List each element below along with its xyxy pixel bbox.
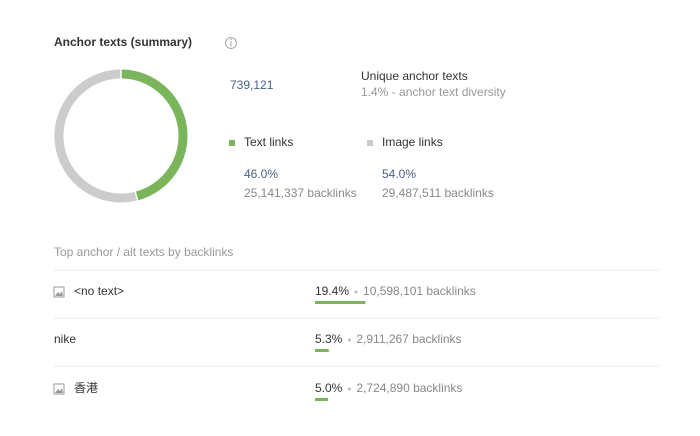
percent-label: 46.0%: [244, 167, 278, 181]
legend-swatch: [367, 140, 373, 146]
info-icon[interactable]: [225, 37, 237, 49]
share-label: 5.3%: [315, 332, 343, 346]
legend-swatch: [229, 140, 235, 146]
section-title: Top anchor / alt texts by backlinks: [54, 245, 233, 259]
diversity: 1.4% - anchor text diversity: [361, 85, 506, 99]
share-bar: [315, 398, 328, 401]
donut-segment: [54, 69, 137, 203]
image-icon: [53, 286, 65, 298]
total-label: Unique anchor texts: [361, 69, 468, 83]
percent-label: 54.0%: [382, 167, 416, 181]
anchor-text: <no text>: [74, 284, 124, 298]
share-label: 19.4%: [315, 284, 349, 298]
backlinks-label: 25,141,337 backlinks: [244, 186, 357, 200]
anchor-text: 香港: [74, 381, 98, 395]
share-bar: [315, 301, 366, 304]
backlinks-label: 2,724,890 backlinks: [356, 381, 462, 395]
dot: [347, 338, 351, 342]
legend-label: Text links: [244, 135, 293, 149]
legend-label: Image links: [382, 135, 443, 149]
donut-segment: [121, 69, 188, 201]
share-bar: [315, 349, 329, 352]
backlinks-label: 10,598,101 backlinks: [363, 284, 476, 298]
dot: [354, 290, 358, 294]
anchor-text: nike: [54, 332, 76, 346]
image-icon: [53, 383, 65, 395]
dot: [347, 387, 351, 391]
backlinks-label: 29,487,511 backlinks: [382, 186, 494, 200]
image-icon: [55, 388, 63, 393]
total: 739,121: [230, 78, 274, 92]
title: Anchor texts (summary): [54, 35, 192, 49]
share-label: 5.0%: [315, 381, 343, 395]
backlinks-label: 2,911,267 backlinks: [356, 332, 461, 346]
image-icon: [55, 291, 63, 296]
